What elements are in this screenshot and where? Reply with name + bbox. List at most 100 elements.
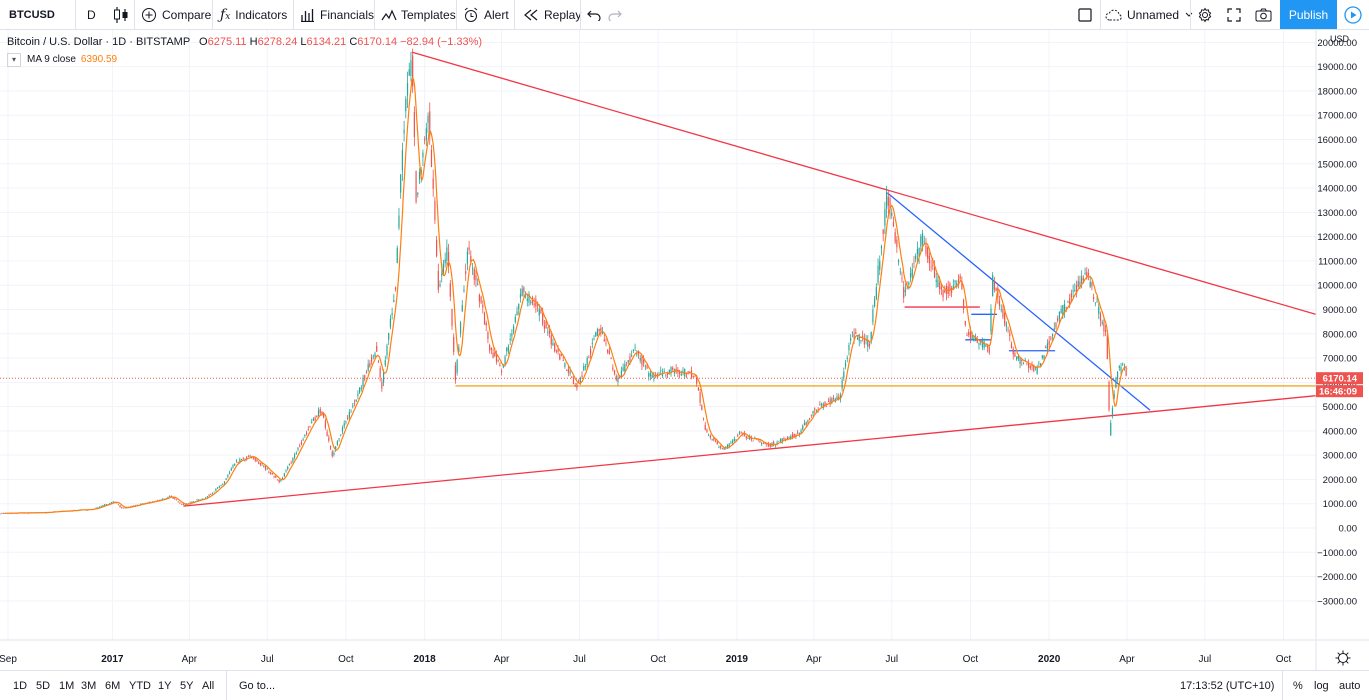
candle-body xyxy=(1113,394,1115,399)
undo-button[interactable] xyxy=(587,0,601,29)
alarm-clock-icon xyxy=(464,7,478,22)
log-toggle[interactable]: log xyxy=(1314,679,1329,692)
symbol-search-button[interactable]: BTCUSD xyxy=(9,8,55,21)
candle-body xyxy=(543,325,545,329)
candle-body xyxy=(1060,309,1062,313)
templates-button[interactable]: Templates xyxy=(381,0,456,29)
candle-body xyxy=(860,340,862,342)
interval-button[interactable]: D xyxy=(87,7,96,22)
alert-button[interactable]: Alert xyxy=(463,0,509,29)
settings-button[interactable] xyxy=(1197,0,1213,29)
clock[interactable]: 17:13:52 (UTC+10) xyxy=(1180,679,1275,692)
candle-body xyxy=(620,370,622,377)
candle-body xyxy=(482,304,484,308)
range-all-button[interactable]: All xyxy=(202,679,215,692)
candle-body xyxy=(374,353,376,357)
range-ytd-button[interactable]: YTD xyxy=(129,679,151,692)
templates-icon xyxy=(381,9,397,20)
candle-body xyxy=(1028,362,1030,369)
chart-canvas[interactable]: USD 21000.0020000.0019000.0018000.001700… xyxy=(0,30,1369,670)
candle-body xyxy=(280,480,282,482)
candle-body xyxy=(868,343,871,347)
candle-body xyxy=(966,335,968,336)
candle-body xyxy=(459,322,462,334)
candle-body xyxy=(336,441,338,445)
candle-body xyxy=(995,287,997,291)
candle-body xyxy=(752,440,754,442)
candle-body xyxy=(562,360,564,362)
candle-body xyxy=(887,196,889,206)
candle-body xyxy=(874,298,876,307)
candle-body xyxy=(478,294,480,302)
price-axis[interactable]: 21000.0020000.0019000.0018000.0017000.00… xyxy=(1317,30,1357,607)
candle-body xyxy=(242,458,244,459)
candle-body xyxy=(1105,329,1107,332)
candle-body xyxy=(778,440,780,442)
publish-button[interactable]: Publish xyxy=(1280,0,1337,29)
candle-body xyxy=(442,263,445,274)
time-tick-label: Oct xyxy=(1276,654,1292,665)
fullscreen-layout-button[interactable] xyxy=(1078,0,1092,29)
percent-toggle[interactable]: % xyxy=(1293,679,1303,692)
range-1m-button[interactable]: 1M xyxy=(59,679,75,692)
candle-body xyxy=(708,435,710,437)
candle-body xyxy=(918,247,920,257)
range-1d-button[interactable]: 1D xyxy=(13,679,28,692)
range-5d-button[interactable]: 5D xyxy=(36,679,51,692)
indicators-button[interactable]: ƒx Indicators xyxy=(220,0,287,29)
price-tags: 6170.14 16:46:09 xyxy=(1316,372,1363,398)
range-1y-button[interactable]: 1Y xyxy=(158,679,172,692)
candle-body xyxy=(547,331,549,333)
play-button[interactable] xyxy=(1337,0,1369,29)
time-axis[interactable]: Sep 2017 Apr Jul Oct 2018 Apr Jul Oct 2019 Apr Jul O… xyxy=(0,654,1292,665)
price-tick-label: 0.00 xyxy=(1339,524,1358,535)
candle-body xyxy=(704,424,706,430)
candle-body xyxy=(908,282,910,285)
candle-body xyxy=(446,247,448,261)
candle-body xyxy=(810,415,812,417)
candle-body xyxy=(102,505,104,507)
candle-body xyxy=(174,498,176,500)
candle-body xyxy=(299,445,301,447)
range-6m-button[interactable]: 6M xyxy=(105,679,121,692)
candle-body xyxy=(809,418,811,420)
candle-body xyxy=(271,473,273,475)
candle-body xyxy=(1033,365,1035,371)
financials-button[interactable]: Financials xyxy=(300,0,374,29)
range-5y-button[interactable]: 5Y xyxy=(180,679,194,692)
candle-body xyxy=(920,236,922,247)
ma-legend-row[interactable]: ▾ MA 9 close 6390.59 xyxy=(7,52,117,67)
time-axis-settings-button[interactable] xyxy=(1335,650,1351,666)
trendline xyxy=(183,395,1317,507)
candle-body xyxy=(494,352,496,356)
goto-button[interactable]: Go to... xyxy=(239,679,276,692)
candle-body xyxy=(398,215,400,228)
candle-body xyxy=(1070,293,1072,298)
candle-body xyxy=(434,200,436,221)
candle-body xyxy=(661,372,664,377)
candle-body xyxy=(625,362,628,364)
compare-button[interactable]: Compare xyxy=(141,0,211,29)
collapse-chevron-icon[interactable]: ▾ xyxy=(7,52,21,67)
candle-body xyxy=(350,409,352,411)
candle-body xyxy=(169,496,171,497)
candle-body xyxy=(1086,271,1088,279)
candle-body xyxy=(658,373,660,375)
candle-body xyxy=(172,496,174,499)
redo-button[interactable] xyxy=(608,0,622,29)
candle-body xyxy=(697,387,699,391)
layout-name-button[interactable]: Unnamed xyxy=(1105,0,1193,29)
candle-body xyxy=(495,354,498,363)
auto-toggle[interactable]: auto xyxy=(1339,679,1361,692)
fullscreen-button[interactable] xyxy=(1227,0,1241,29)
range-3m-button[interactable]: 3M xyxy=(81,679,97,692)
candle-body xyxy=(921,233,924,245)
candle-body xyxy=(201,498,203,500)
price-tick-label: 17000.00 xyxy=(1317,111,1357,122)
candle-body xyxy=(651,375,653,378)
replay-button[interactable]: Replay xyxy=(523,0,581,29)
candle-body xyxy=(343,423,345,427)
last-price-tag xyxy=(1316,372,1363,385)
chart-style-button[interactable] xyxy=(113,0,129,29)
snapshot-button[interactable] xyxy=(1255,0,1272,29)
